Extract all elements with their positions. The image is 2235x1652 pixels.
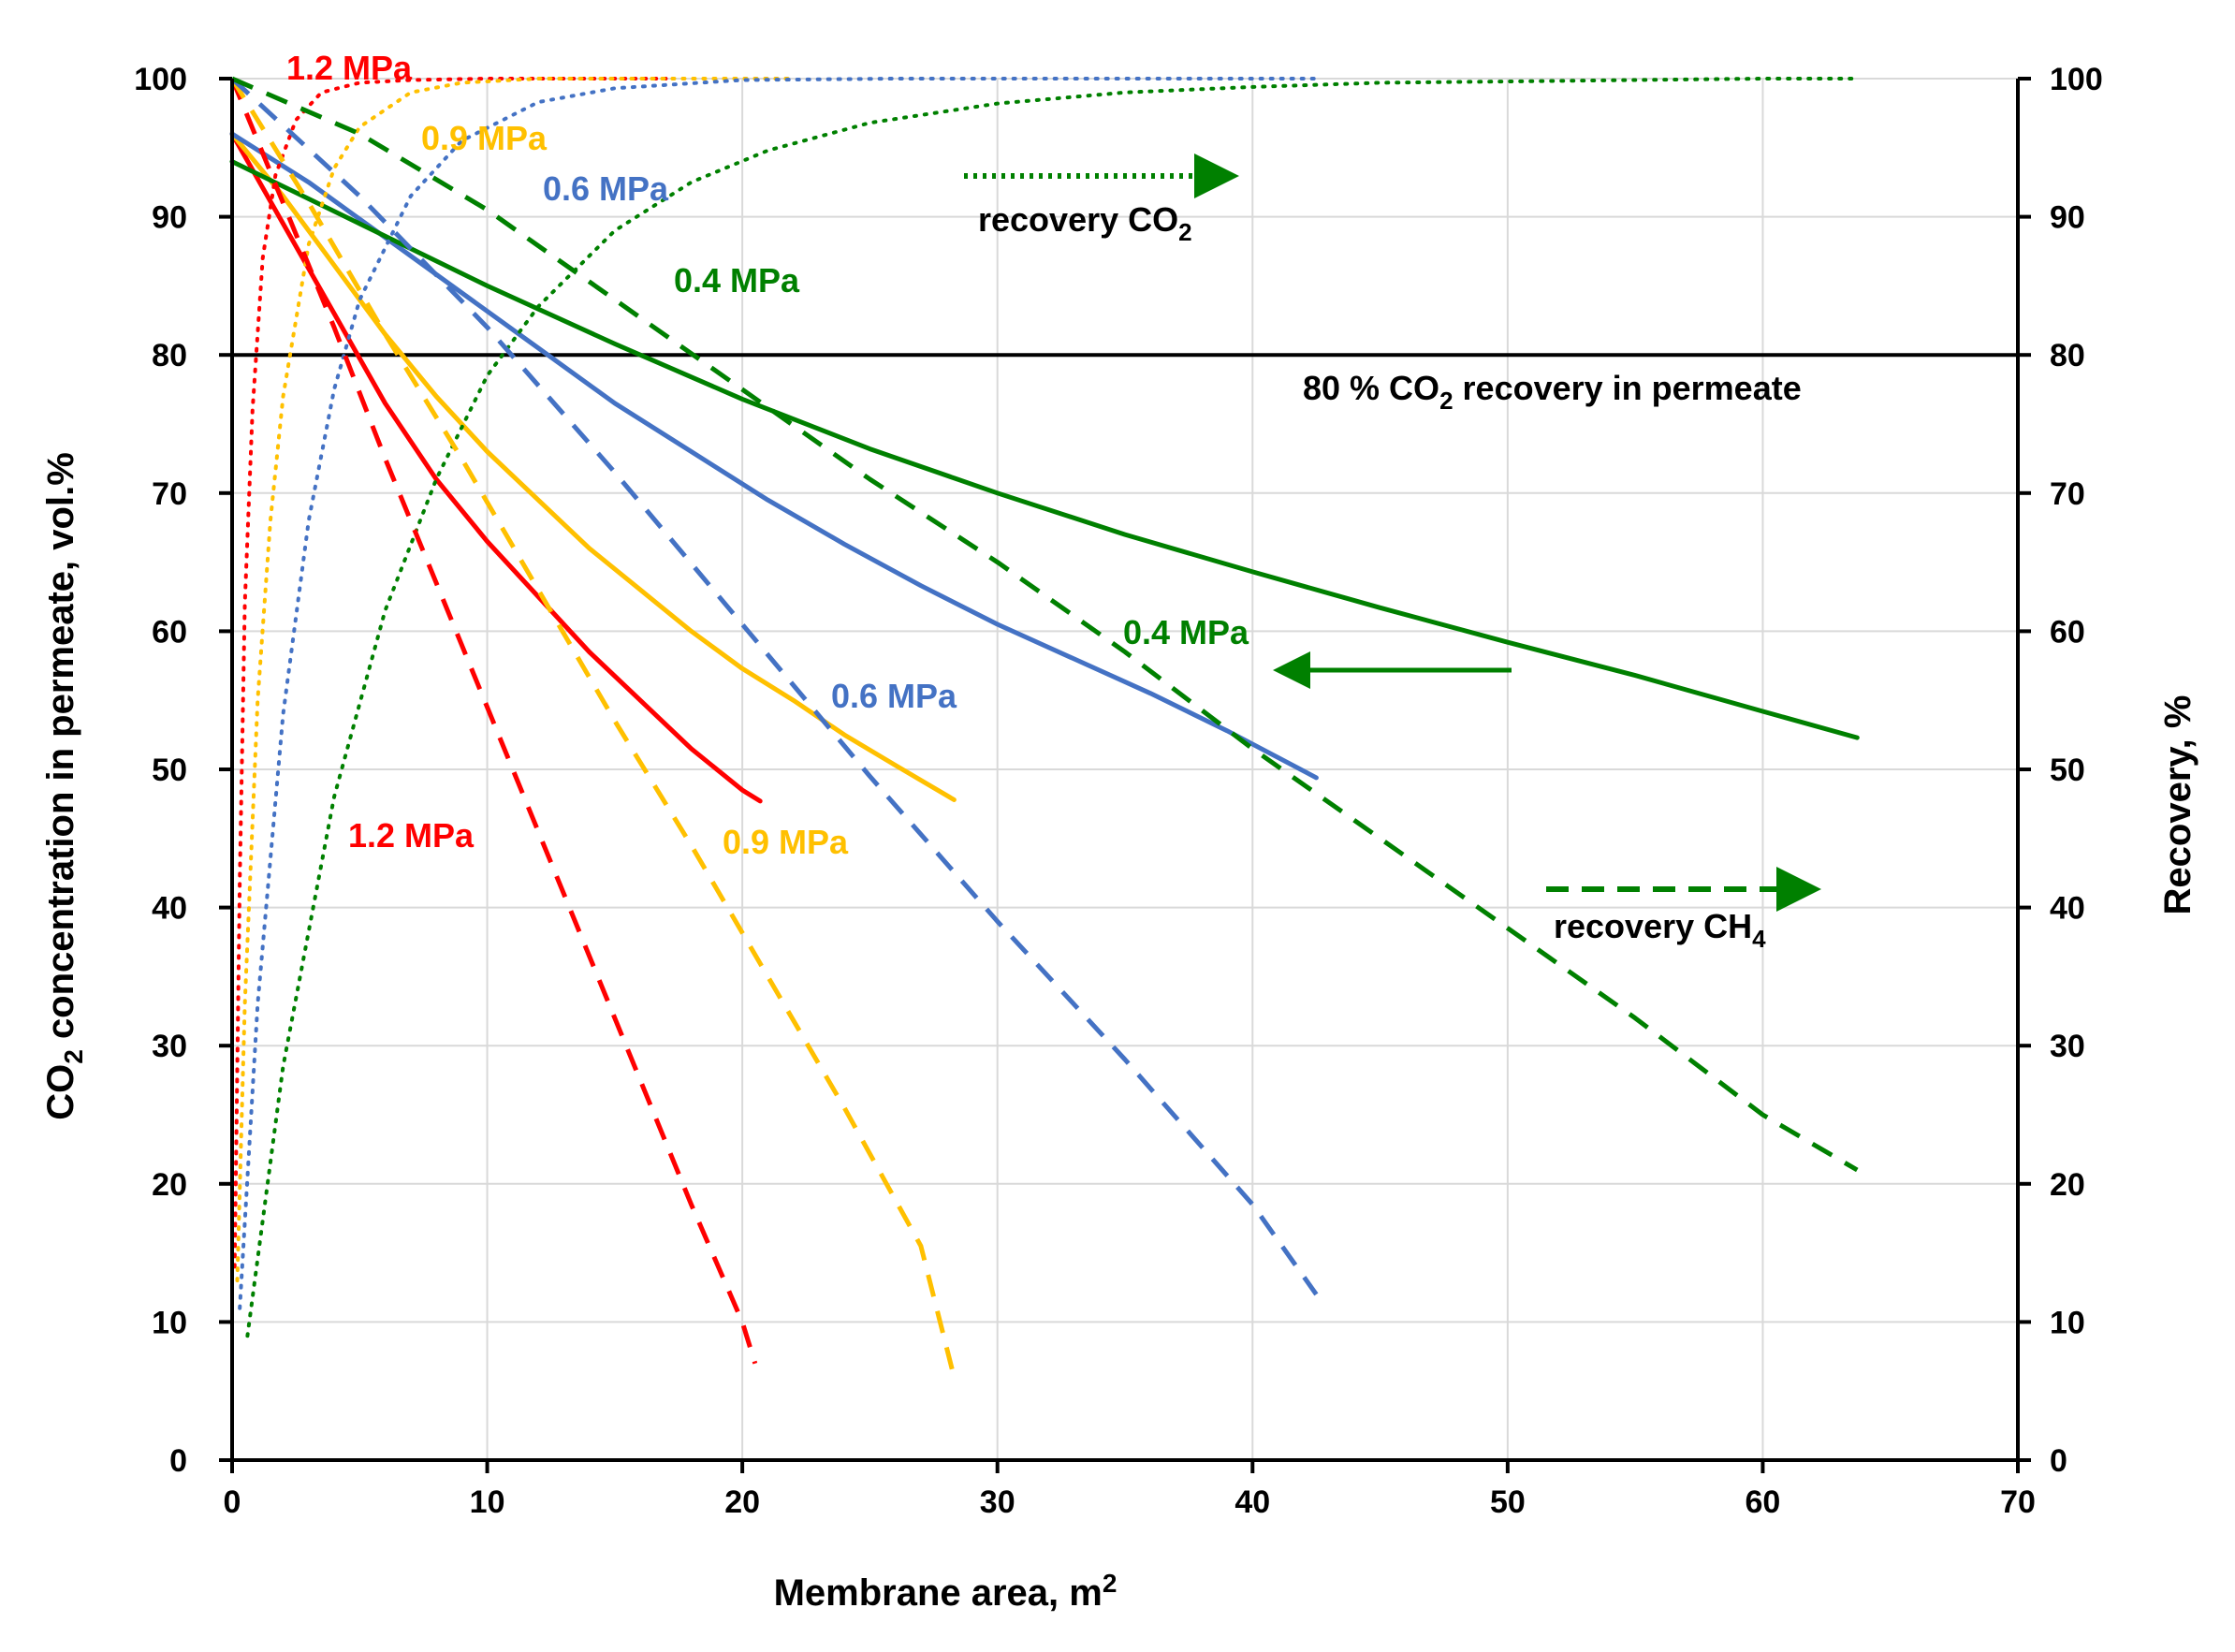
label-0-9mpa-top: 0.9 MPa [421,119,548,157]
series-recovery-ch4-0-4-mpa [231,76,1859,1173]
series-recovery-ch4-1-2-mpa [229,78,758,1365]
label-0-4mpa-mid: 0.4 MPa [1123,613,1249,651]
y-tick-label-right: 10 [2050,1305,2085,1340]
label-0-9mpa-bottom: 0.9 MPa [723,823,849,861]
y-tick-label-right: 100 [2050,62,2103,97]
grid [232,78,2019,1460]
series-recovery-co2-1-2-mpa [232,77,668,1269]
label-1-2mpa-top: 1.2 MPa [286,49,413,87]
label-recovery-co2: recovery CO2 [978,200,1192,246]
label-reference-line: 80 % CO2 recovery in permeate [1303,369,1802,415]
y-tick-label-left: 70 [152,476,187,512]
y-tick-label-left: 20 [152,1167,187,1203]
y-tick-label-right: 40 [2050,891,2085,927]
y-tick-label-right: 70 [2050,476,2085,512]
y-tick-label-left: 40 [152,891,187,927]
series-concentration-1-2-mpa [229,131,763,804]
x-axis-title: Membrane area, m2 [774,1569,1118,1614]
label-0-6mpa-mid: 0.6 MPa [831,677,957,715]
series-recovery-co2-0-9-mpa [235,77,796,1283]
label-0-6mpa-top: 0.6 MPa [543,169,669,208]
x-tick-label: 30 [980,1484,1015,1520]
y-tick-label-left: 50 [152,753,187,788]
x-tick-label: 40 [1234,1484,1270,1520]
y-tick-label-right: 20 [2050,1167,2085,1203]
y-tick-label-right: 90 [2050,200,2085,236]
x-tick-label: 50 [1490,1484,1526,1520]
label-recovery-ch4-sub: 4 [1752,925,1766,953]
y-tick-label-left: 10 [152,1305,187,1340]
x-tick-label: 10 [470,1484,505,1520]
y-tick-label-right: 30 [2050,1029,2085,1064]
y-tick-label-left: 60 [152,614,187,650]
label-1-2mpa-bottom: 1.2 MPa [348,816,475,855]
x-tick-label: 60 [1746,1484,1781,1520]
series-concentration-0-6-mpa [229,131,1319,781]
y-tick-label-left: 0 [169,1443,187,1479]
label-0-4mpa-top: 0.4 MPa [674,261,800,300]
y-tick-label-left: 100 [134,62,187,97]
y-tick-label-right: 0 [2050,1443,2067,1479]
series-recovery-ch4-0-9-mpa [229,77,957,1379]
y-tick-label-left: 80 [152,338,187,373]
y-tick-label-right: 60 [2050,614,2085,650]
x-tick-label: 20 [724,1484,760,1520]
series-recovery-co2-0-6-mpa [238,77,1319,1310]
y-tick-label-left: 30 [152,1029,187,1064]
y-tick-label-left: 90 [152,200,187,236]
y-axis-title-left: CO2 concentration in permeate, vol.% [40,452,88,1120]
label-recovery-co2-sub: 2 [1178,218,1191,246]
x-tick-label: 0 [224,1484,241,1520]
series-group [229,76,1860,1379]
y-tick-label-right: 80 [2050,338,2085,373]
label-recovery-ch4: recovery CH4 [1554,907,1766,953]
x-tick-label: 70 [2000,1484,2036,1520]
axes [219,77,2031,1473]
series-recovery-co2-0-4-mpa [245,77,1860,1338]
y-tick-label-right: 50 [2050,753,2085,788]
y-axis-title-right: Recovery, % [2157,695,2198,915]
series-recovery-ch4-0-6-mpa [230,77,1319,1296]
label-reference-line-sub: 2 [1439,387,1453,415]
x-axis-title-sup: 2 [1103,1569,1118,1598]
series-concentration-0-4-mpa [229,159,1860,740]
y-axis-title-left-sub: 2 [59,1049,88,1064]
